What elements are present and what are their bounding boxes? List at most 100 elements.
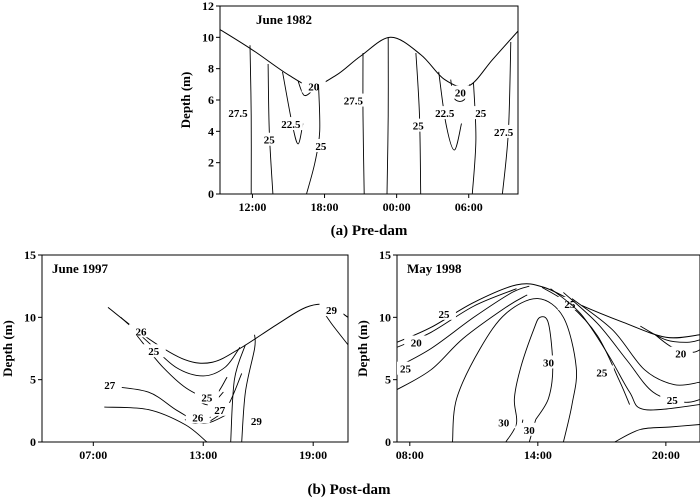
caption-post-dam: (b) Post-dam	[308, 482, 391, 498]
contour-line	[438, 71, 462, 151]
contour-line	[120, 316, 241, 377]
contour-line	[640, 325, 700, 343]
y-tick-label: 10	[24, 310, 36, 324]
water-surface-line	[220, 29, 518, 88]
contour-label-bg	[491, 415, 516, 429]
contour-label-bg	[660, 392, 685, 406]
plot-frame	[219, 5, 519, 195]
x-tick-label: 19:00	[299, 448, 327, 462]
contour-label: 27.5	[494, 127, 514, 139]
chart-june-1997: 0 5 10 15 07:00 13:00 19:00 Depth (m) June 1997 2…	[0, 248, 349, 462]
contour-label-bg	[207, 402, 232, 416]
x-tick-label: 08:00	[396, 448, 424, 462]
contour-line	[550, 288, 700, 411]
contour-label: 25	[148, 346, 160, 358]
contour-label-bg	[185, 410, 210, 424]
contour-line	[106, 385, 228, 424]
contour-label-bg	[468, 106, 493, 120]
contour-label: 25	[667, 395, 679, 407]
contour-label-bg	[128, 324, 153, 338]
contour-label: 30	[524, 425, 536, 437]
contour-line	[230, 344, 246, 442]
y-tick-label: 15	[24, 248, 36, 262]
contour-line	[541, 287, 631, 405]
chart-title: May 1998	[407, 261, 462, 276]
contour-label-bg	[226, 106, 251, 120]
y-axis-title: Depth (m)	[0, 320, 15, 377]
contour-label: 25	[201, 392, 213, 404]
plot-frame	[41, 254, 349, 443]
y-tick-label: 15	[379, 248, 391, 262]
y-tick-label: 10	[202, 30, 214, 44]
contour-label: 29	[326, 305, 338, 317]
contour-label: 20	[675, 349, 687, 361]
contour-line	[104, 406, 208, 442]
contour-label-bg	[431, 306, 456, 320]
contour-line	[282, 71, 304, 145]
chart-title: June 1997	[52, 261, 108, 276]
contour-label: 30	[498, 417, 510, 429]
contour-label-bg	[432, 106, 457, 120]
contour-label-bg	[517, 422, 542, 436]
contour-line	[571, 298, 700, 386]
y-tick-label: 4	[208, 124, 214, 138]
contour-label-bg	[668, 346, 693, 360]
chart-title: June 1982	[256, 12, 312, 27]
x-tick-label: 20:00	[652, 448, 680, 462]
contour-line	[415, 52, 422, 194]
contour-label-bg	[244, 414, 269, 428]
contour-label-bg	[397, 361, 418, 375]
contour-label-bg	[97, 377, 122, 391]
contour-label-bg	[589, 365, 614, 379]
y-tick-label: 2	[208, 156, 214, 170]
plot-frame	[396, 254, 700, 443]
contour-label-bg	[491, 124, 516, 138]
contour-line	[505, 316, 554, 442]
contour-label-bg	[301, 79, 326, 93]
contour-label-bg	[448, 85, 473, 99]
contour-label-bg	[194, 390, 219, 404]
contour-label-bg	[536, 355, 561, 369]
contour-label: 25	[400, 364, 412, 376]
contour-label-bg	[278, 117, 303, 131]
contour-label-bg	[341, 93, 366, 107]
x-tick-label: 12:00	[238, 200, 266, 214]
contour-label: 20	[455, 88, 467, 100]
y-tick-label: 0	[208, 187, 214, 201]
contour-label: 27	[214, 405, 226, 417]
y-axis-title: Depth (m)	[178, 72, 193, 129]
contour-line	[563, 292, 700, 403]
contour-label: 20	[308, 81, 320, 93]
contour-label: 25	[438, 309, 450, 321]
contour-label: 25	[264, 135, 276, 147]
contour-label: 25	[413, 121, 425, 133]
contour-label-bg	[141, 344, 166, 358]
contour-label-bg	[308, 139, 333, 152]
y-tick-label: 10	[379, 310, 391, 324]
contour-line	[241, 334, 256, 442]
contour-label: 22.5	[435, 108, 455, 120]
y-tick-label: 6	[208, 93, 214, 107]
contour-line	[386, 37, 389, 194]
contour-label-bg	[404, 335, 429, 349]
caption-pre-dam: (a) Pre-dam	[331, 223, 408, 239]
contour-line	[362, 52, 365, 194]
contour-line	[249, 45, 252, 194]
y-tick-label: 0	[30, 435, 36, 449]
contour-label: 29	[251, 416, 263, 428]
contour-label: 25	[315, 141, 327, 153]
x-tick-label: 07:00	[79, 448, 107, 462]
contour-label: 26	[192, 412, 204, 424]
chart-may-1998: 0 5 10 15 08:00 14:00 20:00 Depth (m) May 1998 20…	[355, 248, 700, 462]
contour-label: 30	[543, 357, 555, 369]
x-tick-label: 13:00	[189, 448, 217, 462]
y-tick-label: 5	[385, 373, 391, 387]
contour-label-bg	[257, 132, 282, 146]
plot-area: 20 25 25 30 30 30 25 25 25 20	[397, 283, 700, 442]
contour-label: 20	[411, 338, 423, 350]
contour-line	[267, 63, 274, 194]
contour-line	[397, 294, 528, 390]
